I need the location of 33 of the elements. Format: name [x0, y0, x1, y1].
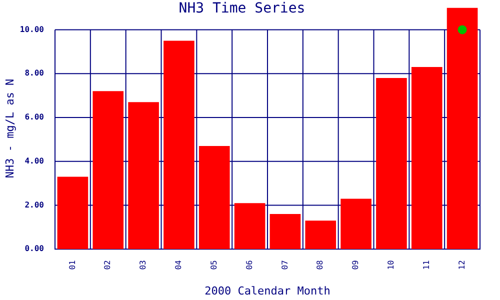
bar	[376, 78, 407, 250]
x-axis-title: 2000 Calendar Month	[204, 284, 330, 298]
x-tick-label: 07	[280, 260, 290, 270]
y-tick-label: 2.00	[24, 200, 44, 210]
bar	[340, 198, 372, 250]
bar	[270, 214, 301, 250]
y-axis-title: NH3 - mg/L as N	[3, 78, 16, 178]
x-tick-label: 09	[351, 260, 360, 270]
y-tick-label: 8.00	[24, 68, 44, 78]
y-tick-label: 0.00	[24, 244, 44, 254]
bar	[234, 203, 266, 250]
bar	[92, 91, 124, 250]
y-tick-label: 4.00	[24, 156, 44, 166]
bar	[446, 8, 478, 250]
x-tick-label: 06	[244, 260, 254, 270]
x-tick-label: 12	[457, 260, 466, 270]
y-tick-label: 10.00	[20, 24, 44, 34]
y-tick-label: 6.00	[24, 112, 44, 122]
bar	[305, 220, 336, 250]
bar	[128, 102, 159, 250]
x-tick-label: 03	[138, 260, 148, 270]
x-tick-label: 11	[422, 260, 431, 270]
x-tick-label: 02	[103, 260, 112, 270]
x-tick-label: 08	[316, 260, 325, 270]
chart-title: NH3 Time Series	[178, 0, 306, 17]
x-tick-label: 10	[386, 260, 396, 270]
bar	[57, 176, 88, 250]
x-tick-label: 01	[68, 260, 77, 270]
bar	[411, 67, 442, 250]
x-tick-label: 05	[209, 260, 218, 270]
bar	[164, 40, 194, 250]
bar	[198, 146, 230, 250]
x-tick-label: 04	[174, 260, 184, 270]
